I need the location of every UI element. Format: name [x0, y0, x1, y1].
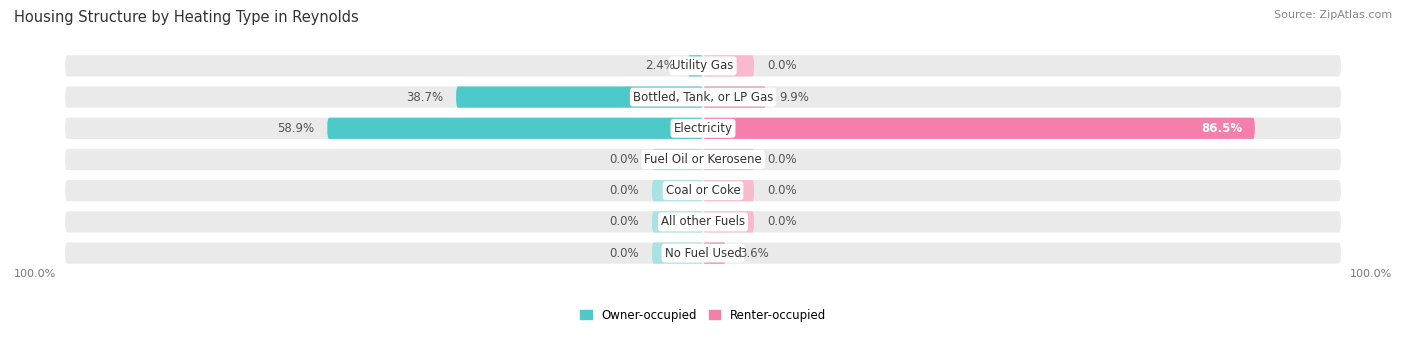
Text: Bottled, Tank, or LP Gas: Bottled, Tank, or LP Gas	[633, 91, 773, 104]
Text: No Fuel Used: No Fuel Used	[665, 247, 741, 260]
FancyBboxPatch shape	[703, 55, 754, 76]
Text: 0.0%: 0.0%	[610, 247, 640, 260]
Text: 0.0%: 0.0%	[766, 216, 796, 228]
Text: All other Fuels: All other Fuels	[661, 216, 745, 228]
FancyBboxPatch shape	[65, 149, 1341, 170]
Text: 3.6%: 3.6%	[738, 247, 769, 260]
FancyBboxPatch shape	[703, 242, 725, 264]
Text: 0.0%: 0.0%	[766, 184, 796, 197]
Text: 2.4%: 2.4%	[645, 59, 675, 72]
FancyBboxPatch shape	[65, 118, 1341, 139]
Text: Utility Gas: Utility Gas	[672, 59, 734, 72]
Text: 9.9%: 9.9%	[779, 91, 808, 104]
Text: 0.0%: 0.0%	[610, 153, 640, 166]
FancyBboxPatch shape	[65, 211, 1341, 233]
FancyBboxPatch shape	[652, 211, 703, 233]
FancyBboxPatch shape	[652, 180, 703, 201]
FancyBboxPatch shape	[65, 55, 1341, 76]
Text: 86.5%: 86.5%	[1201, 122, 1241, 135]
FancyBboxPatch shape	[703, 211, 754, 233]
Text: 38.7%: 38.7%	[406, 91, 443, 104]
FancyBboxPatch shape	[703, 87, 766, 108]
Text: 100.0%: 100.0%	[14, 269, 56, 279]
Text: 0.0%: 0.0%	[610, 216, 640, 228]
Legend: Owner-occupied, Renter-occupied: Owner-occupied, Renter-occupied	[575, 304, 831, 326]
Text: 0.0%: 0.0%	[766, 153, 796, 166]
FancyBboxPatch shape	[65, 180, 1341, 201]
FancyBboxPatch shape	[652, 242, 703, 264]
FancyBboxPatch shape	[328, 118, 703, 139]
FancyBboxPatch shape	[65, 87, 1341, 108]
FancyBboxPatch shape	[703, 149, 754, 170]
FancyBboxPatch shape	[652, 149, 703, 170]
Text: Electricity: Electricity	[673, 122, 733, 135]
FancyBboxPatch shape	[688, 55, 703, 76]
Text: 0.0%: 0.0%	[766, 59, 796, 72]
Text: 100.0%: 100.0%	[1350, 269, 1392, 279]
Text: Fuel Oil or Kerosene: Fuel Oil or Kerosene	[644, 153, 762, 166]
Text: 0.0%: 0.0%	[610, 184, 640, 197]
FancyBboxPatch shape	[703, 180, 754, 201]
Text: Source: ZipAtlas.com: Source: ZipAtlas.com	[1274, 10, 1392, 20]
Text: 58.9%: 58.9%	[277, 122, 315, 135]
FancyBboxPatch shape	[456, 87, 703, 108]
Text: Coal or Coke: Coal or Coke	[665, 184, 741, 197]
FancyBboxPatch shape	[65, 242, 1341, 264]
Text: Housing Structure by Heating Type in Reynolds: Housing Structure by Heating Type in Rey…	[14, 10, 359, 25]
FancyBboxPatch shape	[703, 118, 1254, 139]
